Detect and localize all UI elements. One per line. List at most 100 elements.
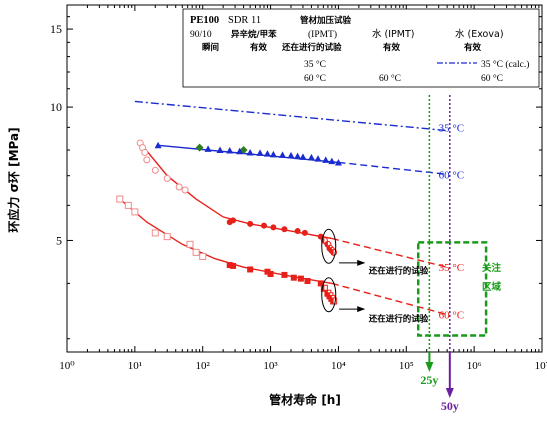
data-point (264, 268, 271, 275)
data-point (304, 277, 311, 284)
data-point (281, 271, 288, 278)
data-point (267, 270, 274, 277)
data-point (290, 274, 297, 281)
data-point (294, 152, 302, 160)
data-point-fill (321, 285, 325, 292)
data-point (151, 229, 159, 237)
data-point (163, 233, 171, 241)
legend-text: 35 °C (calc.) (481, 59, 529, 70)
x-tick-label: 10⁵ (399, 360, 414, 372)
data-point (192, 248, 200, 256)
legend-text: 还在进行的试验 (281, 42, 342, 53)
data-point (269, 150, 277, 158)
data-point (186, 240, 194, 248)
x-axis-label: 管材寿命 [h] (269, 392, 341, 407)
legend-text: 有效 (464, 42, 482, 53)
legend-text: 水 (Exova) (455, 28, 504, 40)
x-tick-label: 10⁶ (467, 360, 482, 372)
data-point (330, 297, 338, 305)
data-point (334, 158, 342, 166)
lifetime-arrow (425, 362, 434, 372)
data-point (294, 228, 301, 235)
data-point-fill (324, 290, 328, 297)
data-point (163, 174, 171, 182)
data-point (230, 217, 237, 224)
data-point (181, 186, 189, 194)
data-point (226, 147, 234, 154)
legend-text: 管材加压试验 (300, 15, 352, 26)
annotation: 60 °C (439, 169, 465, 181)
legend-text: 瞬间 (202, 42, 219, 53)
series-line (331, 237, 448, 268)
data-point (204, 145, 212, 152)
annotation: 50y (441, 399, 459, 413)
data-point (247, 220, 254, 227)
running-tests-ellipse (321, 277, 337, 313)
y-tick-label: 10 (50, 100, 62, 114)
data-point (260, 222, 267, 229)
region-of-interest (416, 241, 488, 337)
data-point (175, 183, 183, 191)
y-tick-label: 15 (50, 22, 62, 36)
annotation: 60 °C (439, 310, 465, 322)
data-point (230, 262, 237, 269)
data-point-fill (330, 249, 334, 256)
data-point (256, 149, 264, 156)
legend: PE100 SDR 11 90/10 异辛烷/甲苯 管材加压试验 (IPMT) 水 (IPM… (182, 8, 540, 88)
series-line (331, 282, 448, 316)
data-point (314, 155, 322, 162)
data-point (236, 147, 244, 155)
annotation: 关注 (482, 262, 502, 274)
legend-text: 水 (IPMT) (372, 28, 414, 40)
annotation: 还在进行的试验 (368, 265, 429, 276)
data-point (317, 280, 324, 287)
annotation: 35 °C (439, 122, 465, 134)
data-point (154, 141, 162, 149)
data-point (247, 266, 254, 273)
x-tick-label: 10² (196, 360, 211, 372)
data-point (301, 229, 308, 236)
series-line (134, 100, 448, 132)
data-point (322, 156, 330, 163)
x-tick-label: 10⁴ (331, 360, 346, 372)
data-point (216, 146, 224, 154)
data-point (143, 156, 151, 164)
legend-text: 90/10 (190, 30, 212, 40)
annotation: 还在进行的试验 (368, 313, 429, 324)
legend-text: 60 °C (481, 73, 503, 84)
data-point (131, 208, 139, 216)
legend-text: SDR 11 (228, 15, 261, 26)
data-point (116, 195, 124, 203)
data-point (287, 151, 295, 159)
legend-text: 60 °C (304, 73, 326, 84)
data-point (151, 166, 159, 174)
data-point (307, 153, 315, 161)
legend-text: PE100 (190, 15, 219, 26)
legend-text: 60 °C (379, 73, 401, 84)
data-point (297, 275, 304, 282)
data-point-fill (324, 241, 328, 248)
data-point (281, 226, 288, 233)
data-point (320, 284, 328, 292)
legend-text: 35 °C (304, 59, 326, 70)
legend-text: 有效 (250, 42, 268, 53)
data-point (270, 224, 277, 231)
legend-frame (182, 8, 540, 88)
lifetime-arrow (445, 388, 454, 398)
data-point (195, 143, 204, 152)
data-point (328, 157, 336, 165)
y-axis-label: 环应力 σ环 [MPa] (6, 127, 21, 232)
data-point (141, 148, 149, 156)
data-point (124, 201, 132, 209)
data-point (246, 148, 254, 156)
x-tick-label: 10³ (263, 360, 278, 372)
data-point (199, 252, 207, 260)
x-tick-label: 10¹ (128, 360, 142, 372)
y-tick-label: 5 (56, 233, 62, 247)
axis-ticks: 10⁰ 10¹ 10² 10³ 10⁴ 10⁵ 10⁶ 10⁷ 5 10 15 (50, 5, 547, 372)
data-point (263, 150, 271, 157)
annotation: 35 °C (439, 262, 465, 274)
data-point-fill (330, 297, 334, 304)
